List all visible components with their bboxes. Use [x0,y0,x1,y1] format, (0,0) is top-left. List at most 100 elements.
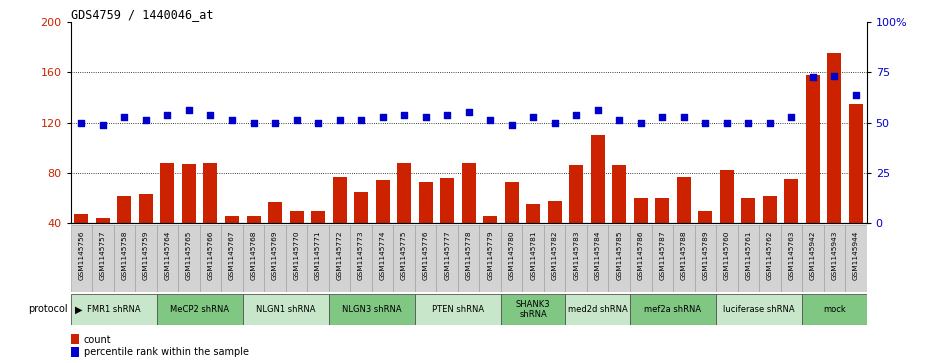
Point [849,92,864,98]
Bar [96,218,110,274]
Bar [630,294,716,325]
Bar [634,198,648,274]
Text: NLGN3 shRNA: NLGN3 shRNA [342,305,401,314]
Bar [716,225,738,292]
Point [418,115,433,121]
Bar [609,225,630,292]
Bar [720,170,734,274]
Bar [71,225,92,292]
Bar [458,225,479,292]
Bar [569,165,583,274]
Bar [372,225,394,292]
Bar [225,216,239,274]
Bar [785,179,798,274]
Text: protocol: protocol [28,305,68,314]
Bar [544,225,565,292]
Text: GSM1145787: GSM1145787 [659,231,665,280]
Text: GSM1145779: GSM1145779 [487,231,494,280]
Text: GSM1145761: GSM1145761 [745,231,752,280]
Bar [139,194,153,274]
Bar [203,163,218,274]
Bar [802,225,823,292]
Bar [354,192,368,274]
Text: NLGN1 shRNA: NLGN1 shRNA [256,305,316,314]
Text: med2d shRNA: med2d shRNA [568,305,627,314]
Text: GSM1145767: GSM1145767 [229,231,235,280]
Bar [823,225,845,292]
Text: mock: mock [823,305,846,314]
Point [246,119,261,125]
Bar [156,225,178,292]
Text: GSM1145783: GSM1145783 [574,231,579,280]
Bar [394,225,414,292]
Bar [527,204,540,274]
Bar [92,225,114,292]
Point [827,73,842,79]
Text: FMR1 shRNA: FMR1 shRNA [87,305,140,314]
Bar [763,196,777,274]
Text: GSM1145766: GSM1145766 [207,231,214,280]
Point [95,122,110,128]
Bar [565,225,587,292]
Bar [741,198,755,274]
Point [740,119,755,125]
Bar [200,225,221,292]
Bar [694,225,716,292]
Text: GSM1145789: GSM1145789 [703,231,708,280]
Text: GSM1145768: GSM1145768 [251,231,256,280]
Text: GSM1145776: GSM1145776 [423,231,429,280]
Text: GSM1145781: GSM1145781 [530,231,536,280]
Bar [72,347,78,357]
Bar [289,211,303,274]
Point [526,115,541,121]
Point [611,117,626,123]
Point [547,119,562,125]
Point [698,119,713,125]
Text: GSM1145764: GSM1145764 [165,231,171,280]
Bar [376,180,390,274]
Text: SHANK3
shRNA: SHANK3 shRNA [516,300,550,319]
Bar [436,225,458,292]
Bar [329,294,414,325]
Text: GSM1145774: GSM1145774 [380,231,385,280]
Bar [827,53,841,274]
Point [482,117,497,123]
Text: GSM1145757: GSM1145757 [100,231,106,280]
Bar [307,225,329,292]
Bar [802,294,867,325]
Bar [414,225,436,292]
Point [73,119,89,125]
Text: mef2a shRNA: mef2a shRNA [644,305,702,314]
Point [591,107,606,113]
Bar [74,215,89,274]
Point [353,117,368,123]
Bar [565,294,630,325]
Point [182,107,197,113]
Bar [418,182,432,274]
Bar [243,294,329,325]
Text: GSM1145771: GSM1145771 [315,231,321,280]
Bar [676,177,690,274]
Bar [71,294,156,325]
Bar [652,225,673,292]
Bar [72,334,78,344]
Text: count: count [84,335,111,345]
Bar [656,198,669,274]
Bar [221,225,243,292]
Text: GSM1145759: GSM1145759 [143,231,149,280]
Point [311,119,326,125]
Text: GSM1145770: GSM1145770 [294,231,300,280]
Text: GSM1145758: GSM1145758 [122,231,127,280]
Point [160,112,175,118]
Text: GSM1145765: GSM1145765 [186,231,192,280]
Bar [505,182,519,274]
Bar [483,216,497,274]
Bar [630,225,652,292]
Text: GSM1145944: GSM1145944 [853,231,859,280]
Bar [114,225,136,292]
Bar [523,225,544,292]
Text: GSM1145756: GSM1145756 [78,231,85,280]
Text: GSM1145772: GSM1145772 [336,231,343,280]
Bar [501,294,565,325]
Bar [160,163,174,274]
